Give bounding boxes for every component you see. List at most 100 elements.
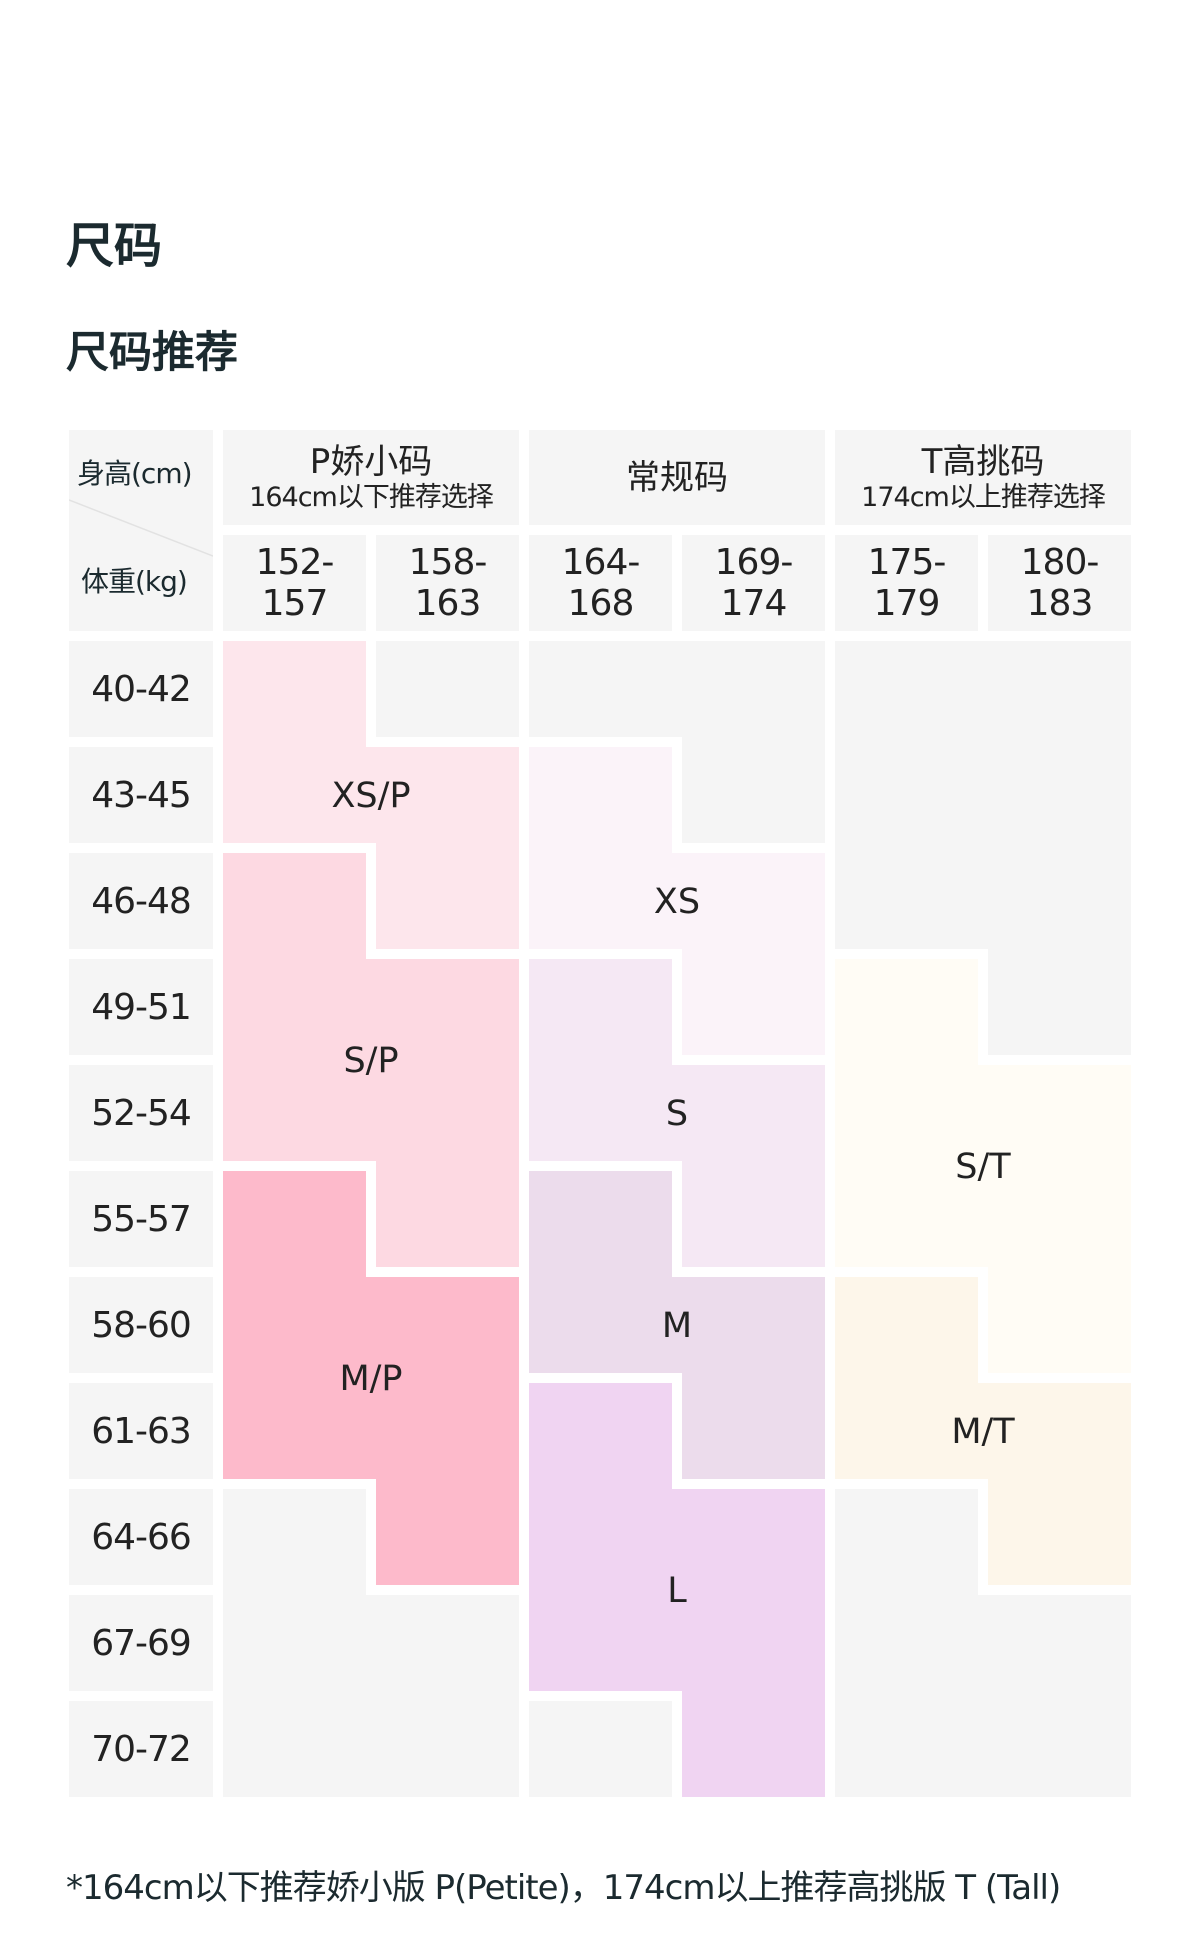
empty-cell bbox=[977, 853, 989, 949]
weight-range-label: 52-54 bbox=[69, 1065, 213, 1161]
empty-cell bbox=[977, 842, 989, 854]
height-range-header: 180-183 bbox=[988, 535, 1131, 631]
empty-cell bbox=[835, 736, 978, 748]
size-cell bbox=[988, 1065, 1131, 1161]
weight-axis-label: 体重(kg) bbox=[81, 565, 188, 598]
size-label: S/T bbox=[955, 1147, 1011, 1187]
section-title: 尺码推荐 bbox=[66, 328, 238, 378]
weight-range-label: 43-45 bbox=[69, 747, 213, 843]
size-cell bbox=[671, 1595, 683, 1691]
empty-cell bbox=[376, 1690, 519, 1702]
weight-range-label: 61-63 bbox=[69, 1383, 213, 1479]
empty-cell bbox=[988, 853, 1131, 949]
group-title: P娇小码 bbox=[309, 441, 433, 482]
size-cell bbox=[529, 853, 672, 949]
size-cell bbox=[682, 948, 825, 960]
size-label: M bbox=[662, 1306, 692, 1346]
weight-range-label: 70-72 bbox=[69, 1701, 213, 1797]
weight-range-label: 64-66 bbox=[69, 1489, 213, 1585]
size-cell bbox=[223, 736, 366, 748]
empty-cell bbox=[529, 641, 672, 737]
size-cell bbox=[376, 1478, 519, 1490]
empty-cell bbox=[988, 747, 1131, 843]
size-cell bbox=[223, 1372, 366, 1384]
size-cell bbox=[529, 1054, 672, 1066]
empty-cell bbox=[223, 1489, 366, 1585]
empty-cell bbox=[988, 948, 1131, 960]
group-header-petite: P娇小码 164cm以下推荐选择 bbox=[223, 430, 519, 525]
empty-cell bbox=[682, 747, 825, 843]
empty-cell bbox=[977, 1701, 989, 1797]
size-cell bbox=[223, 1054, 366, 1066]
size-cell bbox=[376, 1277, 519, 1373]
size-cell bbox=[682, 1489, 825, 1585]
size-cell bbox=[223, 853, 366, 949]
size-cell bbox=[682, 1701, 825, 1797]
empty-cell bbox=[988, 641, 1131, 737]
size-cell bbox=[835, 1383, 978, 1479]
size-label: S/P bbox=[343, 1041, 398, 1081]
empty-cell bbox=[977, 641, 989, 737]
empty-cell bbox=[682, 641, 825, 737]
size-cell bbox=[376, 1489, 519, 1585]
size-cell bbox=[682, 1690, 825, 1702]
size-cell bbox=[682, 1277, 825, 1373]
footnote: *164cm以下推荐娇小版 P(Petite)，174cm以上推荐高挑版 T (… bbox=[66, 1868, 1061, 1908]
size-cell bbox=[223, 1277, 366, 1373]
size-cell bbox=[682, 853, 825, 949]
empty-cell bbox=[671, 641, 683, 737]
size-cell bbox=[835, 1065, 978, 1161]
height-axis-label: 身高(cm) bbox=[77, 457, 193, 490]
size-cell bbox=[988, 1383, 1131, 1479]
size-cell bbox=[529, 1489, 672, 1585]
size-cell bbox=[671, 1489, 683, 1585]
size-cell bbox=[529, 1383, 672, 1479]
empty-cell bbox=[223, 1690, 366, 1702]
size-cell bbox=[977, 1171, 989, 1267]
size-cell bbox=[223, 1171, 366, 1267]
size-cell bbox=[376, 853, 519, 949]
empty-cell bbox=[835, 1584, 978, 1596]
size-cell bbox=[835, 1054, 978, 1066]
size-label: M/T bbox=[951, 1412, 1015, 1452]
size-cell bbox=[835, 1277, 978, 1373]
empty-cell bbox=[988, 842, 1131, 854]
height-range-header: 152-157 bbox=[223, 535, 366, 631]
size-cell bbox=[365, 959, 377, 1055]
empty-cell bbox=[376, 1595, 519, 1691]
size-cell bbox=[376, 1065, 519, 1161]
weight-range-label: 46-48 bbox=[69, 853, 213, 949]
size-cell bbox=[529, 1584, 672, 1596]
size-cell bbox=[682, 1584, 825, 1596]
size-cell bbox=[223, 948, 366, 960]
size-cell bbox=[365, 1277, 377, 1373]
size-cell bbox=[988, 1160, 1131, 1172]
size-cell bbox=[223, 641, 366, 737]
size-cell bbox=[376, 1054, 519, 1066]
size-cell bbox=[223, 1383, 366, 1479]
group-title: T高挑码 bbox=[921, 441, 1045, 482]
empty-cell bbox=[977, 747, 989, 843]
weight-range-label: 40-42 bbox=[69, 641, 213, 737]
size-cell bbox=[529, 1065, 672, 1161]
size-cell bbox=[376, 1372, 519, 1384]
size-cell bbox=[671, 1584, 683, 1596]
empty-cell bbox=[682, 736, 825, 748]
group-subtitle: 174cm以上推荐选择 bbox=[861, 481, 1106, 513]
empty-cell bbox=[988, 1690, 1131, 1702]
group-title: 常规码 bbox=[626, 457, 728, 498]
empty-cell bbox=[988, 1595, 1131, 1691]
size-cell bbox=[977, 1383, 989, 1479]
empty-cell bbox=[365, 1701, 377, 1797]
empty-cell bbox=[529, 1701, 672, 1797]
size-cell bbox=[671, 853, 683, 949]
size-cell bbox=[376, 1160, 519, 1172]
empty-cell bbox=[835, 747, 978, 843]
size-cell bbox=[988, 1171, 1131, 1267]
size-cell bbox=[376, 1171, 519, 1267]
empty-cell bbox=[835, 641, 978, 737]
size-cell bbox=[529, 842, 672, 854]
size-cell bbox=[376, 747, 519, 843]
empty-cell bbox=[223, 1584, 366, 1596]
